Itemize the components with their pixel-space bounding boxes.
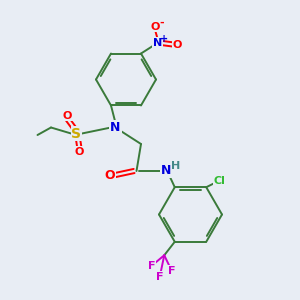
- Text: S: S: [71, 127, 82, 140]
- Text: N: N: [161, 164, 172, 178]
- Text: F: F: [168, 266, 176, 276]
- Text: N: N: [110, 121, 121, 134]
- Text: O: O: [75, 147, 84, 157]
- Text: O: O: [104, 169, 115, 182]
- Text: H: H: [172, 160, 181, 171]
- Text: F: F: [156, 272, 164, 282]
- Text: N: N: [153, 38, 162, 48]
- Text: O: O: [63, 110, 72, 121]
- Text: +: +: [160, 34, 168, 44]
- Text: Cl: Cl: [214, 176, 226, 186]
- Text: F: F: [148, 261, 155, 271]
- Text: O: O: [150, 22, 160, 32]
- Text: O: O: [172, 40, 182, 50]
- Text: -: -: [159, 18, 164, 28]
